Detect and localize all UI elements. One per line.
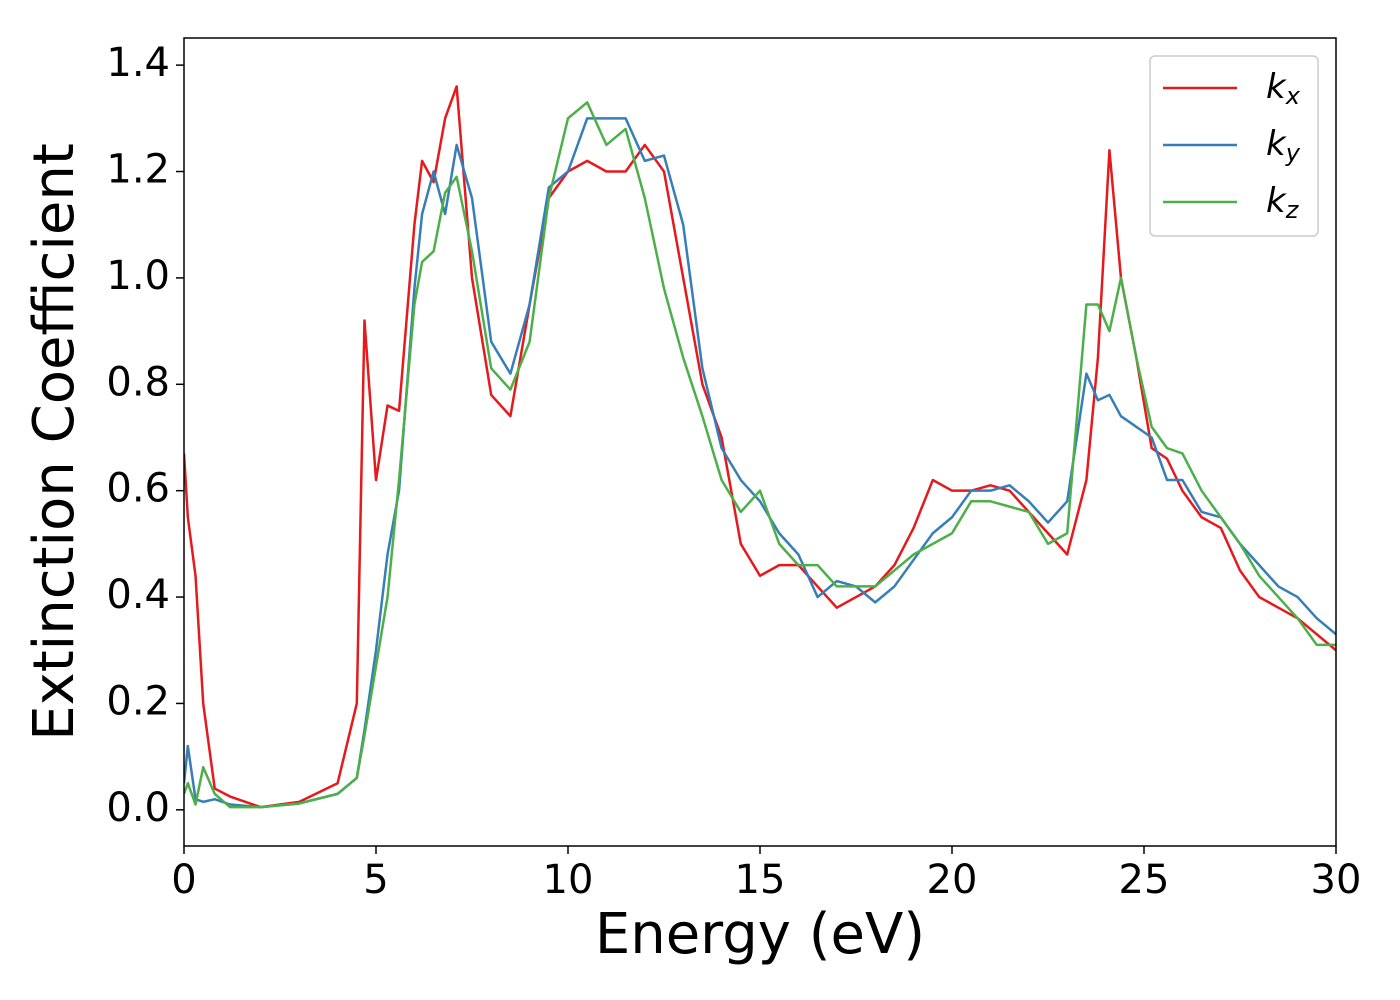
legend-label: kz — [1266, 181, 1300, 225]
y-tick-label: 0.8 — [106, 359, 170, 405]
legend-label: ky — [1266, 124, 1301, 168]
y-tick-label: 1.4 — [106, 40, 170, 86]
y-tick-label: 0.6 — [106, 466, 170, 512]
y-tick-label: 0.2 — [106, 678, 170, 724]
x-tick-label: 15 — [735, 857, 786, 903]
y-tick-label: 0.0 — [106, 785, 170, 831]
x-tick-label: 20 — [927, 857, 978, 903]
y-tick-label: 1.2 — [106, 147, 170, 193]
series-line — [184, 117, 1336, 809]
y-tick-label: 1.0 — [106, 253, 170, 299]
x-tick-label: 25 — [1119, 857, 1170, 903]
legend-label: kx — [1266, 67, 1301, 111]
y-tick-label: 0.4 — [106, 572, 170, 618]
series-line — [184, 101, 1336, 809]
x-tick-label: 30 — [1311, 857, 1362, 903]
x-tick-label: 10 — [543, 857, 594, 903]
x-tick-label: 0 — [171, 857, 196, 903]
x-axis-label: Energy (eV) — [595, 902, 925, 967]
y-axis-label: Extinction Coefficient — [22, 143, 87, 741]
plot-frame — [183, 37, 1337, 847]
x-tick-label: 5 — [363, 857, 388, 903]
